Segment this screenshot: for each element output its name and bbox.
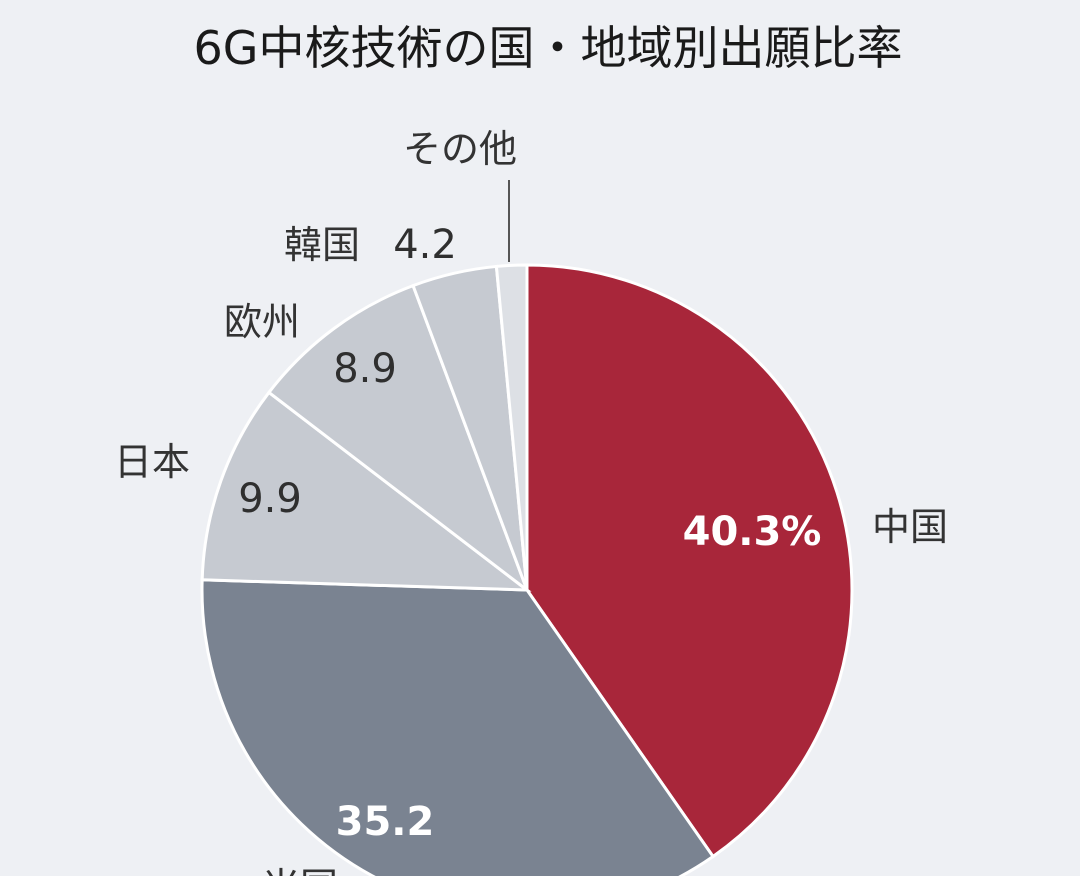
pie-slice bbox=[525, 263, 854, 859]
pie-slice bbox=[200, 390, 532, 592]
slice-category-label: 中国 bbox=[872, 505, 948, 549]
slice-category-label: 日本 bbox=[114, 440, 190, 484]
slice-value-label: 40.3% bbox=[683, 509, 822, 555]
slice-labels: 中国 40.3% 米国 35.2 日本 9.9 欧州 8.9 韓国 4.2 その他 bbox=[114, 127, 948, 876]
chart-title: 6G中核技術の国・地域別出願比率 bbox=[194, 21, 903, 75]
slice-category-label: 韓国 bbox=[284, 223, 360, 267]
pie-slices bbox=[200, 263, 854, 876]
slice-value-label: 9.9 bbox=[238, 476, 302, 522]
slice-value-label: 8.9 bbox=[333, 346, 397, 392]
slice-category-label: 米国 bbox=[262, 865, 338, 876]
slice-category-label: 欧州 bbox=[224, 300, 300, 344]
slice-category-label: その他 bbox=[403, 127, 517, 171]
pie-slice bbox=[266, 283, 531, 595]
slice-value-label: 4.2 bbox=[393, 222, 457, 268]
pie-slice bbox=[494, 263, 529, 591]
slice-value-label: 35.2 bbox=[336, 799, 435, 845]
